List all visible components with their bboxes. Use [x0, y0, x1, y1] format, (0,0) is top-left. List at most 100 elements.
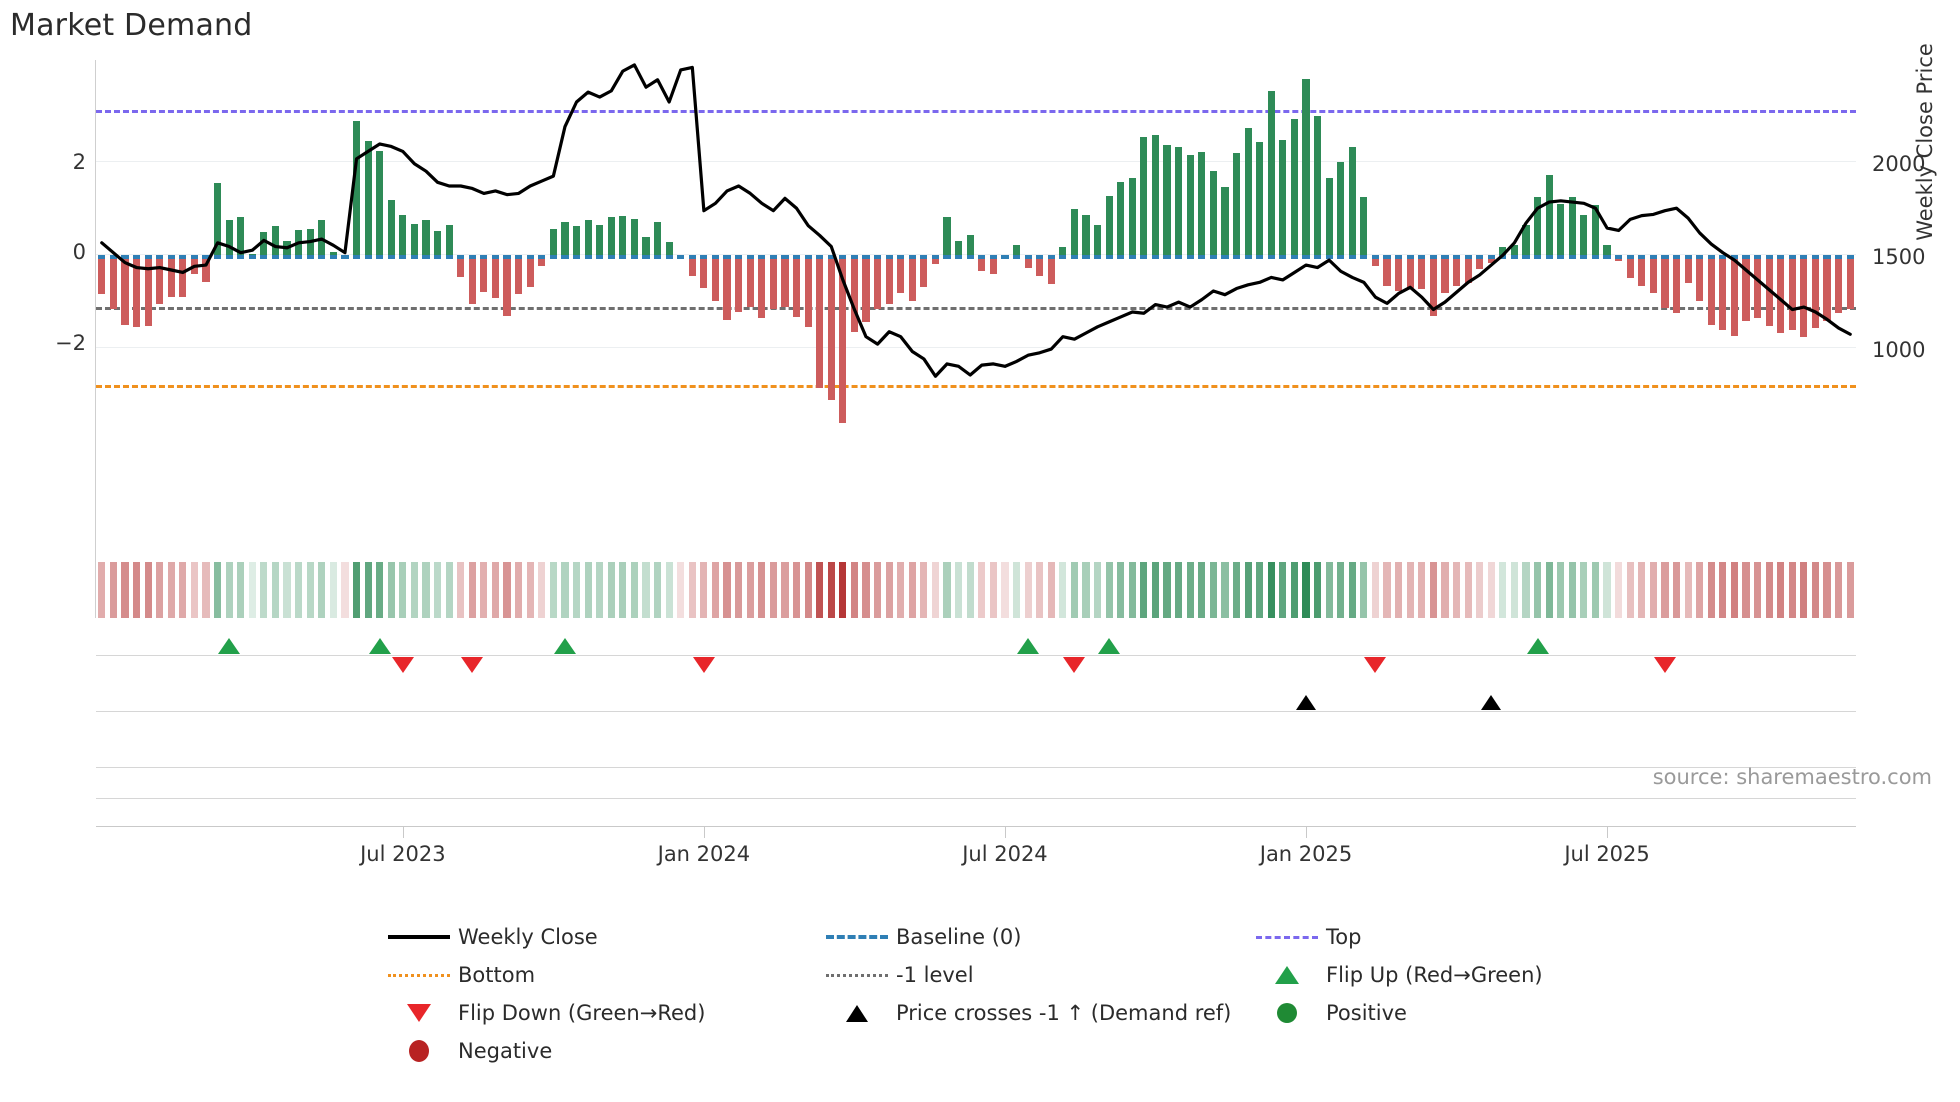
heatmap-cell [1638, 562, 1646, 618]
heatmap-cell [1788, 562, 1796, 618]
demand-bar [758, 256, 766, 319]
heatmap-cell [1383, 562, 1391, 618]
heatmap-cell [839, 562, 847, 618]
heatmap-cell [1082, 562, 1090, 618]
demand-bar [179, 256, 187, 297]
baseline-segment [908, 254, 916, 259]
demand-heatmap-strip [96, 562, 1856, 618]
baseline-segment [920, 254, 928, 259]
legend-item-negative[interactable]: Negative [380, 1032, 818, 1070]
flip-down-marker[interactable] [692, 657, 715, 673]
heatmap-cell [1093, 562, 1102, 618]
legend-item-positive[interactable]: Positive [1248, 994, 1648, 1032]
heatmap-cell [1441, 562, 1449, 618]
triangle-up-green-icon [1248, 966, 1326, 984]
flip-up-marker[interactable] [368, 638, 391, 654]
demand-bar [885, 256, 893, 305]
baseline-segment [1696, 254, 1704, 259]
heatmap-cell [1105, 562, 1113, 618]
demand-bar [1059, 247, 1067, 257]
heatmap-cell [1452, 562, 1461, 618]
heatmap-cell [1232, 562, 1241, 618]
demand-bar [457, 256, 465, 277]
x-tick [1004, 826, 1006, 838]
legend-item-weekly-close[interactable]: Weekly Close [380, 918, 818, 956]
price-cross-marker[interactable] [1481, 695, 1502, 710]
baseline-segment [144, 254, 152, 259]
legend-item-price-cross[interactable]: Price crosses -1 ↑ (Demand ref) [818, 994, 1248, 1032]
flip-up-marker[interactable] [1526, 638, 1549, 654]
baseline-segment [711, 254, 720, 259]
demand-bar [1383, 256, 1391, 286]
demand-bar [399, 215, 407, 257]
demand-bar [711, 256, 720, 301]
baseline-segment [1186, 254, 1194, 259]
heatmap-cell [190, 562, 198, 618]
y-axis-spine [95, 60, 96, 618]
legend-item-flip-up[interactable]: Flip Up (Red→Green) [1248, 956, 1648, 994]
baseline-segment [179, 254, 187, 259]
demand-bar [1476, 256, 1484, 270]
flip-up-marker[interactable] [553, 638, 576, 654]
demand-bar [723, 256, 731, 320]
demand-bar [850, 256, 858, 333]
heatmap-cell [248, 562, 256, 618]
flip-up-marker[interactable] [1017, 638, 1040, 654]
demand-bar [1753, 256, 1762, 319]
demand-bar [503, 256, 511, 317]
baseline-segment [1198, 254, 1206, 259]
x-tick-label: Jul 2024 [962, 842, 1048, 866]
baseline-segment [1267, 254, 1275, 259]
baseline-segment [538, 254, 546, 259]
legend-item-flip-down[interactable]: Flip Down (Green→Red) [380, 994, 818, 1032]
y-tick-left-neg2: −2 [55, 331, 86, 355]
baseline-segment [480, 254, 488, 259]
dashed-blue-line-icon [818, 935, 896, 939]
heatmap-cell [121, 562, 129, 618]
heatmap-cell [792, 562, 801, 618]
legend-label: Top [1326, 925, 1362, 949]
legend-item-baseline[interactable]: Baseline (0) [818, 918, 1248, 956]
baseline-segment [1510, 254, 1518, 259]
demand-bar [816, 256, 824, 388]
baseline-segment [561, 254, 569, 259]
legend-item-minus1[interactable]: -1 level [818, 956, 1248, 994]
demand-bar [653, 222, 662, 257]
demand-bar [792, 256, 801, 318]
heatmap-cell [1406, 562, 1414, 618]
flip-down-marker[interactable] [1364, 657, 1387, 673]
heatmap-cell [1140, 562, 1148, 618]
flip-down-marker[interactable] [461, 657, 484, 673]
baseline-segment [769, 254, 777, 259]
heatmap-cell [387, 562, 395, 618]
baseline-segment [526, 254, 534, 259]
heatmap-cell [341, 562, 349, 618]
legend-label: Positive [1326, 1001, 1407, 1025]
flip-down-marker[interactable] [391, 657, 414, 673]
demand-bar [1290, 119, 1298, 257]
heatmap-cell [1765, 562, 1773, 618]
demand-bar [642, 237, 650, 257]
heatmap-cell [955, 562, 963, 618]
baseline-segment [202, 254, 210, 259]
flip-down-marker[interactable] [1653, 657, 1676, 673]
heatmap-cell [1591, 562, 1600, 618]
baseline-segment [156, 254, 164, 259]
triangle-up-black-icon [818, 1004, 896, 1022]
demand-bar [1499, 247, 1507, 257]
heatmap-cell [688, 562, 696, 618]
heatmap-cell [1070, 562, 1078, 618]
legend-item-bottom[interactable]: Bottom [380, 956, 818, 994]
legend-item-top[interactable]: Top [1248, 918, 1648, 956]
heatmap-cell [1800, 562, 1808, 618]
flip-up-marker[interactable] [1098, 638, 1121, 654]
gridline-0 [96, 254, 1856, 255]
flip-up-marker[interactable] [218, 638, 241, 654]
flip-down-marker[interactable] [1063, 657, 1086, 673]
heatmap-cell [1730, 562, 1738, 618]
x-tick-label: Jul 2023 [360, 842, 446, 866]
price-cross-marker[interactable] [1296, 695, 1316, 710]
marker-row-price-cross [96, 711, 1856, 712]
heatmap-cell [1499, 562, 1507, 618]
demand-bar [237, 217, 245, 257]
